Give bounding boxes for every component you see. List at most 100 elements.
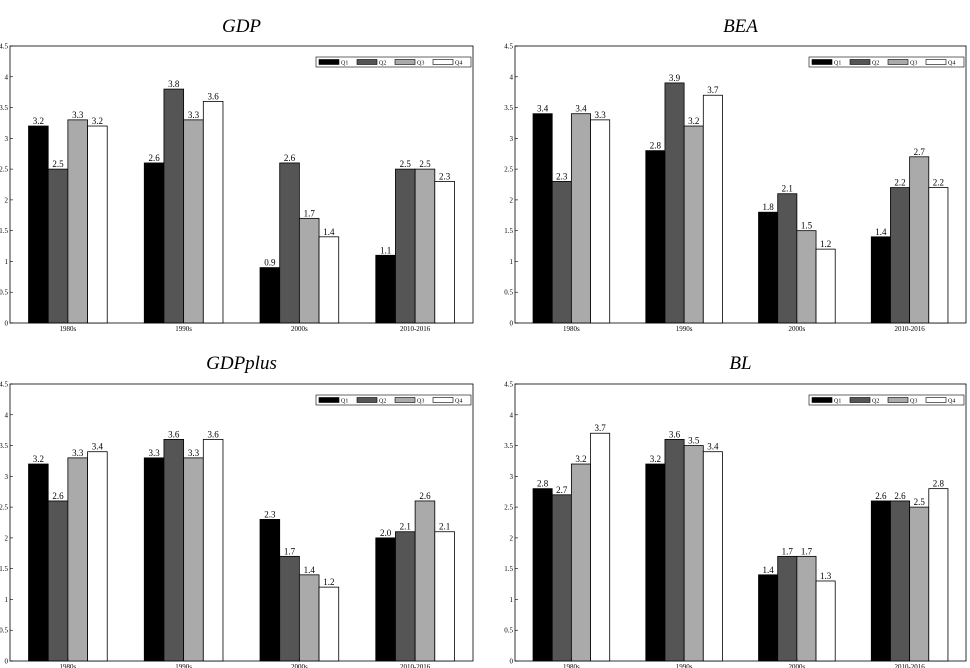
x-tick-label: 1980s xyxy=(563,325,580,333)
y-tick-label: 0 xyxy=(5,658,9,666)
bar-q1 xyxy=(260,268,280,323)
y-tick-label: 0 xyxy=(5,320,9,328)
bar-q2 xyxy=(890,501,909,661)
legend-label-q2: Q2 xyxy=(872,61,879,67)
bar-q2 xyxy=(164,439,184,661)
data-label: 3.6 xyxy=(208,91,220,101)
legend-swatch-q4 xyxy=(433,60,453,65)
data-label: 1.8 xyxy=(762,202,774,212)
data-label: 3.2 xyxy=(688,116,699,126)
chart-panel-gdpplus: GDPplus 0 0.5 1 1.5 2 2.5 3 3.5 4 4.5 3.2 2.6 3.3 3.4 1… xyxy=(0,353,473,668)
bar-q4 xyxy=(88,126,108,323)
legend: Q1 Q2 Q3 Q4 xyxy=(316,57,471,67)
bar-q4 xyxy=(319,587,339,661)
legend: Q1 Q2 Q3 Q4 xyxy=(316,395,471,405)
legend: Q1 Q2 Q3 Q4 xyxy=(809,395,964,405)
legend-swatch-q4 xyxy=(433,398,453,403)
bar-q3 xyxy=(415,169,435,323)
x-tick-label: 2010-2016 xyxy=(894,325,925,333)
data-label: 1.4 xyxy=(875,227,887,237)
bar-q1 xyxy=(376,538,396,661)
bar-q4 xyxy=(88,452,108,661)
bar-q3 xyxy=(797,231,816,323)
x-tick-label: 1990s xyxy=(676,325,693,333)
legend: Q1 Q2 Q3 Q4 xyxy=(809,57,964,67)
data-label: 2.5 xyxy=(52,159,64,169)
bar-q3 xyxy=(184,120,204,323)
bar-q4 xyxy=(703,95,722,323)
data-label: 2.1 xyxy=(439,522,450,532)
y-tick-label: 3.5 xyxy=(0,104,9,112)
chart-title: BEA xyxy=(723,16,758,37)
data-label: 3.3 xyxy=(72,110,84,120)
y-tick-label: 2.5 xyxy=(0,166,9,174)
data-label: 2.8 xyxy=(537,479,549,489)
x-tick-label: 1980s xyxy=(563,663,580,668)
data-label: 3.3 xyxy=(595,110,607,120)
legend-swatch-q3 xyxy=(888,60,908,65)
y-tick-label: 3.5 xyxy=(504,442,513,450)
data-label: 2.7 xyxy=(914,147,926,157)
y-tick-label: 2.5 xyxy=(504,504,513,512)
data-label: 3.7 xyxy=(595,423,607,433)
legend-label-q3: Q3 xyxy=(910,399,917,405)
data-label: 2.6 xyxy=(419,491,431,501)
bar-q3 xyxy=(571,114,590,323)
chart-panel-gdp: GDP00.511.522.533.544.53.22.53.33.21980s… xyxy=(0,16,473,333)
bar-q2 xyxy=(665,439,684,661)
bar-q4 xyxy=(319,237,339,323)
bar-q2 xyxy=(890,188,909,323)
bar-q2 xyxy=(778,194,797,323)
data-label: 1.1 xyxy=(380,245,391,255)
bar-q3 xyxy=(684,126,703,323)
legend-label-q3: Q3 xyxy=(417,61,424,67)
data-label: 0.9 xyxy=(264,258,276,268)
legend-label-q1: Q1 xyxy=(834,399,841,405)
data-label: 3.6 xyxy=(208,429,220,439)
y-tick-label: 4.5 xyxy=(504,381,513,389)
bar-q1 xyxy=(533,114,552,323)
data-label: 3.3 xyxy=(148,448,160,458)
legend-label-q1: Q1 xyxy=(834,61,841,67)
data-label: 3.3 xyxy=(72,448,84,458)
y-tick-label: 2 xyxy=(510,196,514,204)
x-tick-label: 1990s xyxy=(175,325,192,333)
y-tick-label: 0 xyxy=(510,658,514,666)
data-label: 1.4 xyxy=(323,227,335,237)
x-tick-label: 2000s xyxy=(789,663,806,668)
legend-swatch-q4 xyxy=(926,60,946,65)
bar-q4 xyxy=(703,452,722,661)
bar-q4 xyxy=(203,101,223,323)
bar-q2 xyxy=(665,83,684,323)
data-label: 2.8 xyxy=(933,479,945,489)
y-tick-label: 1 xyxy=(5,596,9,604)
y-tick-label: 1.5 xyxy=(0,565,9,573)
data-label: 3.6 xyxy=(168,429,180,439)
data-label: 3.2 xyxy=(575,454,586,464)
x-tick-label: 2000s xyxy=(789,325,806,333)
bar-q4 xyxy=(591,433,610,661)
legend-swatch-q2 xyxy=(850,60,870,65)
bar-q3 xyxy=(299,575,319,661)
bar-q2 xyxy=(280,556,300,661)
data-label: 3.2 xyxy=(92,116,103,126)
y-tick-label: 4.5 xyxy=(0,43,9,51)
legend-swatch-q3 xyxy=(395,398,415,403)
bar-q2 xyxy=(778,556,797,661)
bar-q1 xyxy=(646,464,665,661)
chart-panel-bea: BEA00.511.522.533.544.53.42.33.43.31980s… xyxy=(504,16,966,333)
legend-label-q2: Q2 xyxy=(379,61,386,67)
x-tick-label: 2010-2016 xyxy=(400,663,431,668)
data-label: 2.6 xyxy=(894,491,906,501)
legend-label-q2: Q2 xyxy=(872,399,879,405)
bar-q4 xyxy=(435,181,455,323)
bar-q1 xyxy=(871,501,890,661)
y-tick-label: 4 xyxy=(510,73,514,81)
bar-q3 xyxy=(571,464,590,661)
bar-q3 xyxy=(299,218,319,323)
y-tick-label: 1.5 xyxy=(504,565,513,573)
y-tick-label: 1.5 xyxy=(504,227,513,235)
bar-q4 xyxy=(816,581,835,661)
data-label: 2.7 xyxy=(556,485,568,495)
legend-label-q4: Q4 xyxy=(948,61,955,67)
